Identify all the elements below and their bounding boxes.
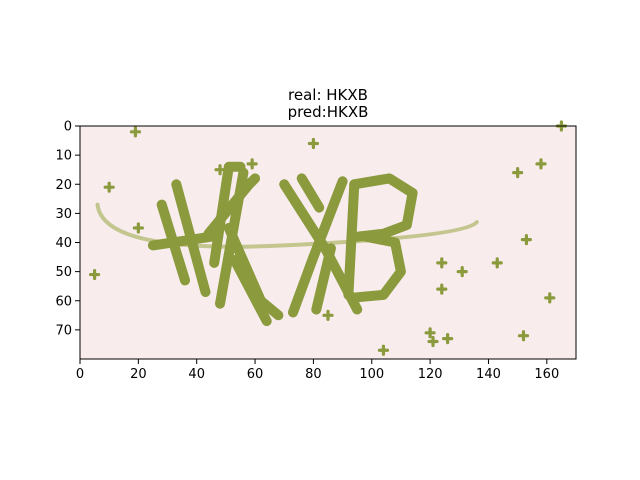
noise-speck: [307, 137, 320, 150]
x-tick-label: 140: [476, 367, 501, 382]
x-tick-label: 160: [534, 367, 559, 382]
noise-speck: [88, 268, 101, 281]
noise-speck: [512, 167, 524, 179]
x-tick-label: 40: [188, 367, 205, 382]
noise-speck: [246, 158, 258, 170]
captcha-image-area: [80, 120, 576, 359]
noise-speck: [132, 222, 144, 234]
x-tick-label: 60: [247, 367, 264, 382]
x-tick-label: 120: [418, 367, 443, 382]
x-tick-label: 0: [76, 367, 84, 382]
y-tick-label: 70: [55, 323, 72, 338]
glyph-stroke: [288, 176, 348, 318]
y-tick-label: 20: [55, 178, 72, 193]
noise-speck: [214, 164, 226, 176]
captcha-noise: [88, 120, 568, 356]
chart-title-line-2: pred:HKXB: [288, 103, 369, 121]
noise-speck: [103, 181, 115, 193]
noise-speck: [491, 257, 503, 269]
noise-speck: [442, 333, 454, 345]
noise-speck: [517, 330, 530, 342]
x-tick-label: 100: [359, 367, 384, 382]
x-axis: 0 20 40 60 80 100 120 140 160: [76, 359, 559, 382]
noise-arc: [95, 202, 479, 249]
y-axis: 0 10 20 30 40 50 60 70: [55, 120, 80, 338]
y-tick-label: 60: [55, 294, 72, 309]
glyph-stroke: [229, 255, 272, 327]
y-tick-label: 10: [55, 149, 72, 164]
noise-speck: [535, 158, 547, 170]
noise-speck: [520, 233, 532, 246]
noise-speck: [377, 344, 390, 356]
x-tick-label: 20: [130, 367, 147, 382]
noise-speck: [424, 327, 436, 339]
chart-title-line-1: real: HKXB: [288, 86, 368, 104]
glyph-stroke: [203, 173, 261, 239]
glyph-stroke: [311, 243, 336, 315]
glyph-stroke: [209, 161, 246, 268]
glyph-stroke: [147, 231, 217, 251]
y-tick-label: 50: [55, 265, 72, 280]
y-tick-label: 40: [55, 236, 72, 251]
noise-speck: [427, 335, 439, 348]
glyph-stroke: [296, 173, 325, 213]
noise-speck: [544, 292, 556, 304]
noise-speck: [129, 126, 142, 138]
captcha-glyphs: [95, 161, 479, 327]
noise-speck: [456, 266, 468, 278]
y-tick-label: 30: [55, 207, 72, 222]
noise-speck: [436, 257, 448, 269]
noise-speck: [322, 309, 334, 321]
glyph-stroke: [343, 179, 360, 300]
noise-speck: [436, 283, 448, 295]
glyph-stroke: [346, 231, 406, 303]
y-tick-label: 0: [64, 120, 72, 135]
x-tick-label: 80: [305, 367, 322, 382]
